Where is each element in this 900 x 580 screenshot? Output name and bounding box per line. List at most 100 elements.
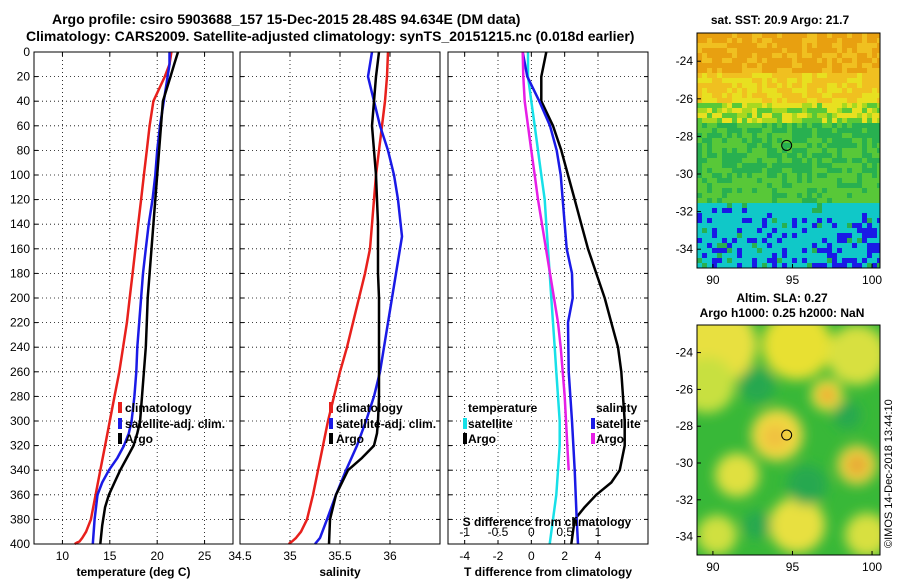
heatmap-cell (867, 243, 872, 248)
heatmap-cell (757, 43, 762, 48)
heatmap-cell (707, 148, 712, 153)
x-tick-label: 15 (103, 549, 117, 563)
heatmap-cell (737, 143, 742, 148)
heatmap-cell (757, 213, 762, 218)
heatmap-cell (847, 243, 852, 248)
heatmap-cell (817, 118, 822, 123)
heatmap-cell (742, 253, 747, 258)
heatmap-cell (722, 208, 727, 213)
heatmap-cell (807, 218, 812, 223)
heatmap-cell (742, 113, 747, 118)
heatmap-cell (807, 113, 812, 118)
heatmap-cell (857, 118, 862, 123)
heatmap-cell (837, 73, 842, 78)
heatmap-cell (792, 213, 797, 218)
heatmap-cell (852, 248, 857, 253)
heatmap-cell (802, 143, 807, 148)
heatmap-cell (782, 53, 787, 58)
sst-map-panel: sat. SST: 20.9 Argo: 21.7 90 95 100-24-26-… (676, 13, 883, 287)
heatmap-cell (822, 218, 827, 223)
heatmap-cell (707, 193, 712, 198)
heatmap-cell (757, 58, 762, 63)
heatmap-cell (762, 208, 767, 213)
heatmap-cell (707, 68, 712, 73)
heatmap-cell (742, 163, 747, 168)
heatmap-cell (707, 248, 712, 253)
heatmap-cell (707, 238, 712, 243)
heatmap-cell (832, 183, 837, 188)
heatmap-cell (872, 53, 877, 58)
heatmap-cell (727, 238, 732, 243)
heatmap-cell (752, 183, 757, 188)
heatmap-cell (817, 53, 822, 58)
heatmap-cell (757, 243, 762, 248)
heatmap-cell (837, 248, 842, 253)
heatmap-cell (867, 88, 872, 93)
heatmap-cell (862, 108, 867, 113)
heatmap-cell (782, 243, 787, 248)
heatmap-cell (797, 128, 802, 133)
heatmap-cell (872, 208, 877, 213)
heatmap-cell (867, 73, 872, 78)
heatmap-cell (737, 103, 742, 108)
heatmap-cell (822, 213, 827, 218)
heatmap-cell (857, 198, 862, 203)
heatmap-cell (797, 168, 802, 173)
heatmap-cell (862, 98, 867, 103)
heatmap-cell (712, 68, 717, 73)
heatmap-cell (782, 218, 787, 223)
heatmap-cell (817, 163, 822, 168)
heatmap-cell (792, 73, 797, 78)
heatmap-cell (862, 193, 867, 198)
heatmap-cell (832, 68, 837, 73)
heatmap-cell (752, 98, 757, 103)
y-tick-label: 0 (23, 45, 30, 59)
plot-frame (447, 51, 649, 545)
heatmap-cell (772, 48, 777, 53)
heatmap-cell (767, 63, 772, 68)
heatmap-cell (782, 148, 787, 153)
heatmap-cell (742, 223, 747, 228)
heatmap-cell (722, 178, 727, 183)
heatmap-cell (817, 213, 822, 218)
heatmap-cell (712, 128, 717, 133)
heatmap-cell (717, 88, 722, 93)
heatmap-cell (857, 73, 862, 78)
heatmap-cell (752, 63, 757, 68)
heatmap-cell (877, 153, 880, 158)
heatmap-cell (717, 188, 722, 193)
heatmap-cell (772, 98, 777, 103)
heatmap-cell (772, 228, 777, 233)
heatmap-cell (737, 233, 742, 238)
heatmap-cell (737, 43, 742, 48)
heatmap-cell (772, 113, 777, 118)
heatmap-cell (717, 253, 722, 258)
heatmap-cell (757, 78, 762, 83)
heatmap-cell (837, 88, 842, 93)
heatmap-cell (867, 258, 872, 263)
heatmap-cell (757, 183, 762, 188)
heatmap-cell (867, 118, 872, 123)
heatmap-cell (872, 198, 877, 203)
heatmap-cell (842, 183, 847, 188)
heatmap-cell (847, 123, 852, 128)
heatmap-cell (837, 63, 842, 68)
heatmap-cell (707, 163, 712, 168)
heatmap-cell (822, 123, 827, 128)
heatmap-cell (752, 38, 757, 43)
heatmap-cell (777, 53, 782, 58)
heatmap-cell (742, 123, 747, 128)
heatmap-cell (832, 123, 837, 128)
heatmap-cell (872, 108, 877, 113)
heatmap-cell (702, 63, 707, 68)
heatmap-cell (717, 208, 722, 213)
heatmap-cell (747, 148, 752, 153)
y-tick-label: -26 (676, 92, 694, 106)
heatmap-cell (832, 138, 837, 143)
heatmap-cell (752, 223, 757, 228)
heatmap-cell (827, 178, 832, 183)
heatmap-cell (802, 93, 807, 98)
heatmap-cell (707, 98, 712, 103)
heatmap-cell (812, 213, 817, 218)
heatmap-cell (827, 253, 832, 258)
